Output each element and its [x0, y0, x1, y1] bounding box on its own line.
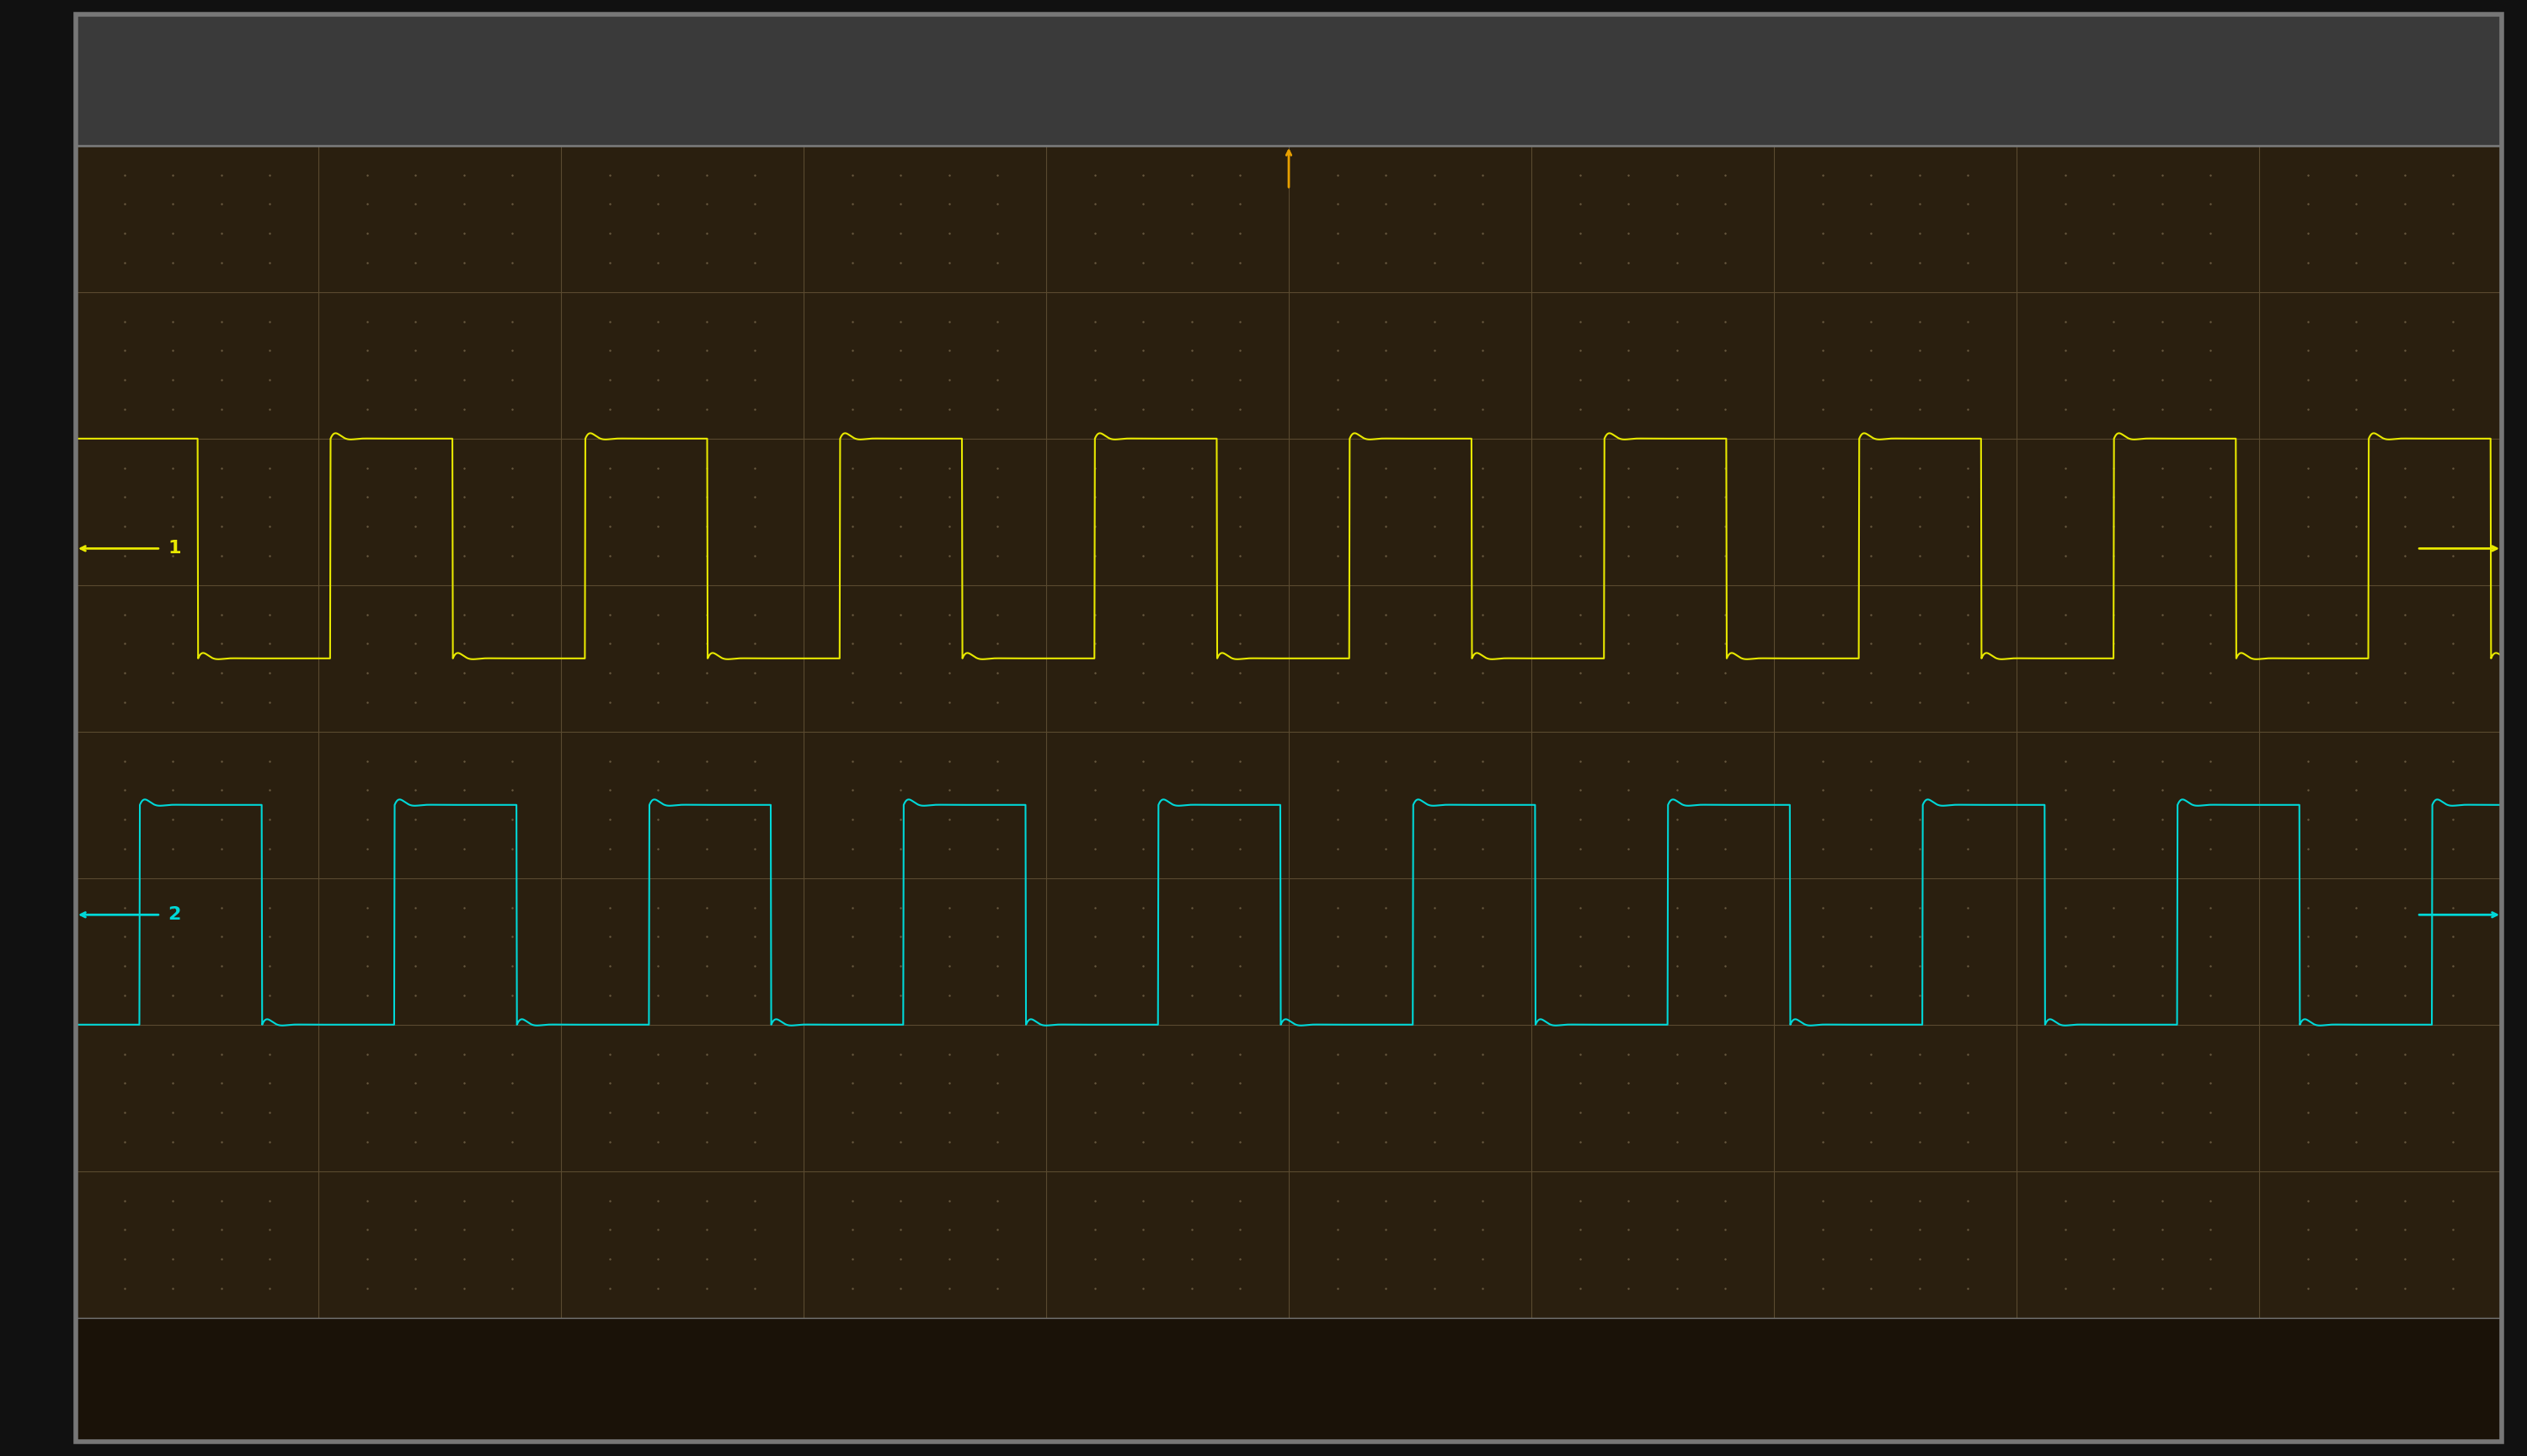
Text: 2: 2 [167, 906, 182, 923]
Bar [101, 1388, 232, 1436]
Text: CH1: CH1 [149, 1342, 184, 1358]
Text: <10Hz: <10Hz [1749, 1404, 1804, 1420]
Text: 40.0μs: 40.0μs [892, 1338, 980, 1361]
Text: --: -- [283, 1404, 296, 1420]
Text: --: -- [670, 1404, 685, 1420]
Text: 2.00V: 2.00V [670, 1340, 738, 1360]
Text: 05:00:52: 05:00:52 [2262, 1340, 2355, 1360]
Bar [1592, 1326, 1726, 1373]
Text: CH3: CH3 [152, 1404, 182, 1420]
Text: CH2: CH2 [548, 1342, 586, 1358]
Bar [76, 87, 1410, 146]
Bar [500, 1388, 634, 1436]
Text: Tek: Tek [111, 58, 174, 89]
Text: 1: 1 [167, 540, 182, 558]
Text: 09 Jan 2024: 09 Jan 2024 [2259, 1404, 2358, 1420]
Text: -8.00000μs: -8.00000μs [986, 1404, 1077, 1420]
Text: →←: →← [882, 1404, 910, 1420]
Circle shape [0, 109, 258, 125]
Text: 2000 points: 2000 points [1289, 1404, 1385, 1420]
Text: 3.12MS/s: 3.12MS/s [1284, 1340, 1392, 1360]
Text: T: T [1294, 64, 1309, 83]
Bar [500, 1326, 634, 1373]
Text: 2.00V: 2.00V [283, 1340, 351, 1360]
Text: i: i [109, 109, 116, 125]
Text: CH4: CH4 [553, 1404, 581, 1420]
Bar [925, 35, 1774, 67]
Text: CH1: CH1 [1640, 1342, 1675, 1358]
Text: ?: ? [2350, 61, 2363, 86]
Text: PreVu: PreVu [232, 61, 306, 86]
Text: The Ch2 position is set to -2.70div: The Ch2 position is set to -2.70div [172, 108, 495, 125]
Text: /  0.00V: / 0.00V [1749, 1341, 1830, 1358]
Bar [101, 1326, 232, 1373]
